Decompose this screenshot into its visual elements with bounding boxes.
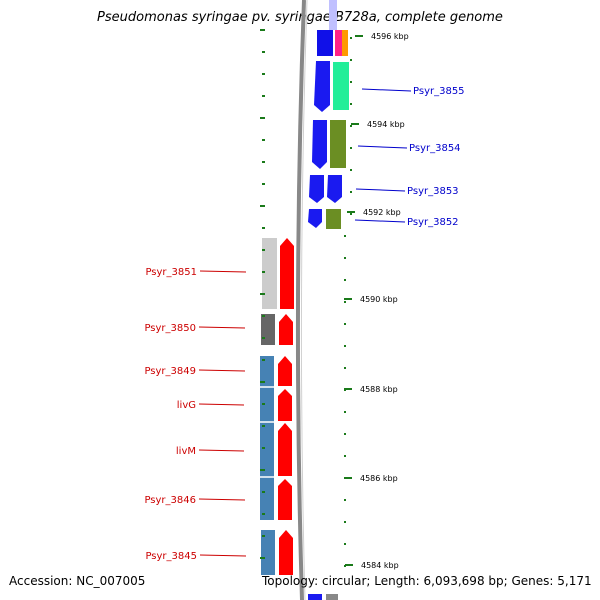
- label-leader-line: [198, 449, 245, 452]
- label-leader-line: [198, 498, 246, 501]
- forward-strand-features: [260, 238, 294, 575]
- label-leader-line: [198, 326, 246, 329]
- gene-label[interactable]: Psyr_3846: [144, 495, 196, 506]
- feature-psyr-3849[interactable]: [278, 356, 292, 386]
- feature-psyr-3855[interactable]: [314, 61, 349, 112]
- scale-label: 4596 kbp: [371, 32, 409, 41]
- scale-label: 4592 kbp: [363, 208, 401, 217]
- feature-psyr-3845-partner[interactable]: [261, 530, 275, 575]
- label-leader-line: [199, 270, 247, 273]
- feature-substrate-binding[interactable]: [260, 356, 274, 520]
- feature-psyr-3851[interactable]: [262, 238, 294, 309]
- gene-label[interactable]: Psyr_3849: [144, 366, 196, 377]
- genome-backbone-highlight: [300, 0, 308, 600]
- feature-psyr-3852[interactable]: [308, 209, 341, 229]
- feature-psyr-3845[interactable]: [279, 530, 293, 575]
- gene-label[interactable]: Psyr_3855: [413, 86, 465, 97]
- top-partial-features: [317, 0, 348, 56]
- scale-labels: 4596 kbp 4594 kbp 4592 kbp 4590 kbp 4588 kbp…: [344, 32, 409, 570]
- feature-livm[interactable]: [278, 423, 292, 476]
- gene-label[interactable]: livM: [176, 446, 196, 457]
- gene-label[interactable]: Psyr_3845: [145, 551, 197, 562]
- accession-label: Accession: NC_007005: [9, 574, 146, 588]
- feature-psyr-3853[interactable]: [309, 175, 342, 203]
- gene-label[interactable]: Psyr_3853: [407, 186, 459, 197]
- feature-psyr-3850[interactable]: [261, 314, 293, 345]
- scale-ticks-left: [260, 29, 265, 559]
- scale-label: 4594 kbp: [367, 120, 405, 129]
- feature-psyr-3854[interactable]: [312, 120, 346, 169]
- gene-label[interactable]: Psyr_3854: [409, 143, 461, 154]
- label-leader-line: [198, 369, 246, 372]
- scale-label: 4588 kbp: [360, 385, 398, 394]
- right-gene-labels: Psyr_3855 Psyr_3854 Psyr_3853 Psyr_3852: [354, 86, 465, 228]
- feature-psyr-3846[interactable]: [278, 479, 292, 520]
- left-gene-labels: Psyr_3851 Psyr_3850 Psyr_3849 livG livM Psyr_…: [144, 267, 247, 562]
- gene-label[interactable]: Psyr_3852: [407, 217, 459, 228]
- scale-ticks-right: [344, 37, 352, 567]
- gene-label[interactable]: Psyr_3851: [145, 267, 197, 278]
- gene-label[interactable]: livG: [177, 400, 196, 411]
- label-leader-line: [354, 219, 406, 223]
- genome-backbone: [295, 0, 306, 600]
- feature-livg[interactable]: [278, 389, 292, 421]
- genome-summary-label: Topology: circular; Length: 6,093,698 bp…: [262, 574, 592, 588]
- reverse-strand-features: [308, 61, 349, 600]
- label-leader-line: [357, 145, 408, 149]
- label-leader-line: [355, 188, 406, 192]
- gene-label[interactable]: Psyr_3850: [144, 323, 196, 334]
- scale-label: 4584 kbp: [361, 561, 399, 570]
- scale-label: 4586 kbp: [360, 474, 398, 483]
- label-leader-line: [361, 88, 412, 92]
- feature-separators: [258, 386, 296, 478]
- scale-label: 4590 kbp: [360, 295, 398, 304]
- label-leader-line: [198, 403, 245, 406]
- genome-title: Pseudomonas syringae pv. syringae B728a,…: [97, 10, 503, 25]
- label-leader-line: [199, 554, 247, 557]
